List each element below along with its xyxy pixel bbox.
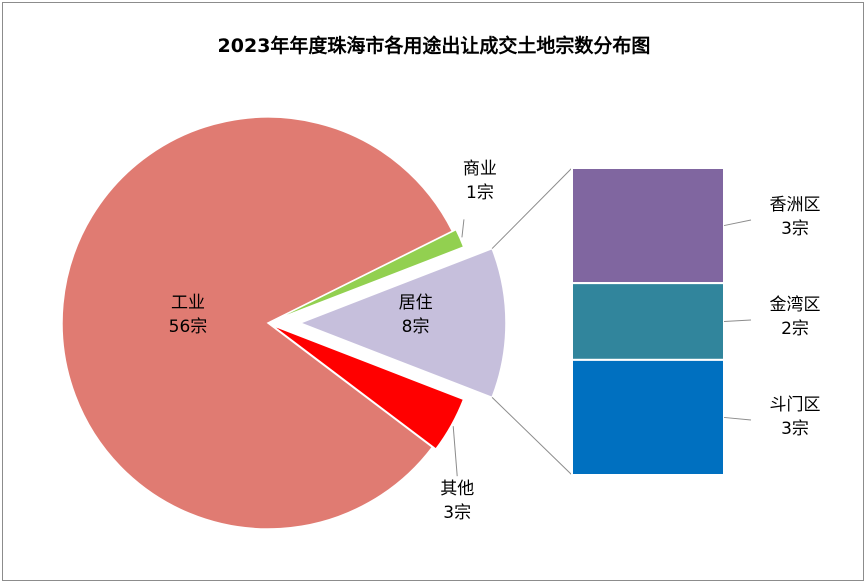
bar-label-0: 香洲区 3宗 — [770, 195, 821, 239]
leader-lines — [452, 219, 752, 477]
data-label-2: 居住 8宗 — [399, 293, 433, 337]
pie-slice-2 — [297, 247, 507, 399]
pie-slice-0 — [61, 116, 454, 530]
bar-label-2: 斗门区 3宗 — [770, 395, 821, 439]
bar-segment-2 — [571, 358, 725, 476]
pie-slice-1 — [271, 228, 465, 323]
bar-leader-line-1 — [723, 319, 752, 322]
connector-line-top — [491, 167, 573, 249]
bar-label-1: 金湾区 2宗 — [770, 295, 821, 339]
bar-leader-line-2 — [723, 416, 752, 421]
bar-segment-0 — [571, 167, 725, 285]
connector-line-bottom — [491, 397, 573, 476]
connector-lines — [491, 167, 573, 476]
data-label-1: 商业 1宗 — [463, 159, 497, 203]
pie-group — [61, 116, 507, 530]
pie-slice-3 — [271, 324, 465, 451]
data-label-0: 工业 56宗 — [169, 293, 208, 337]
leader-line-3 — [452, 426, 458, 477]
chart-title: 2023年年度珠海市各用途出让成交土地宗数分布图 — [218, 34, 651, 57]
bar-segment-1 — [571, 282, 725, 361]
bar-leader-line-0 — [723, 219, 752, 227]
data-label-3: 其他 3宗 — [440, 479, 474, 523]
leader-line-1 — [461, 219, 465, 238]
breakdown-bar — [571, 167, 725, 476]
